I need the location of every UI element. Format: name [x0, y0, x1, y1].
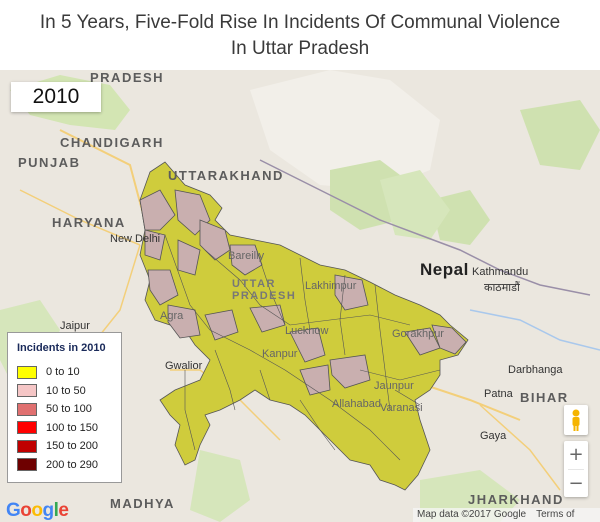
zoom-divider	[568, 469, 584, 470]
logo-letter: e	[58, 500, 69, 521]
terms-of-use-link[interactable]: Terms of Use	[536, 509, 575, 520]
highway	[19, 189, 141, 246]
legend-title: Incidents in 2010	[17, 342, 106, 354]
chart-title: In 5 Years, Five-Fold Rise In Incidents …	[0, 10, 600, 62]
title-line-1: In 5 Years, Five-Fold Rise In Incidents …	[39, 12, 561, 33]
district-pink	[289, 327, 326, 363]
map-label-haryana: HARYANA	[52, 215, 126, 230]
logo-letter: o	[20, 500, 32, 521]
map-label-kanpur: Kanpur	[262, 348, 298, 360]
logo-letter: o	[31, 500, 43, 521]
map-label-jharkhand: JHARKHAND	[468, 492, 564, 507]
map-label-punjab: PUNJAB	[18, 155, 81, 170]
logo-letter: l	[53, 500, 59, 521]
legend-item: 100 to 150	[8, 419, 121, 438]
district-pink	[204, 309, 239, 341]
legend-label: 10 to 50	[46, 384, 86, 397]
mountain-area	[250, 70, 440, 190]
map-label-uttar: UTTAR	[232, 278, 276, 290]
map-label-bihar: BIHAR	[520, 390, 569, 405]
google-logo[interactable]: Google	[6, 500, 69, 522]
map-label-uttarakhand: UTTARAKHAND	[168, 168, 284, 183]
map-label-varanasi: Varanasi	[380, 402, 423, 414]
map-label-chandigarh: CHANDIGARH	[60, 135, 164, 150]
legend-item: 200 to 290	[8, 456, 121, 475]
logo-letter: g	[42, 500, 55, 521]
legend-item: 10 to 50	[8, 382, 121, 401]
map-label-jaunpur: Jaunpur	[374, 380, 414, 392]
title-line-2: In Uttar Pradesh	[230, 38, 370, 59]
map-label-patna: Patna	[484, 388, 513, 400]
district-borders	[164, 234, 441, 461]
district-pink	[299, 364, 331, 396]
legend-swatch	[17, 365, 37, 379]
map-label-lakhimpur: Lakhimpur	[305, 280, 357, 292]
district-pink	[147, 269, 179, 306]
map-label-pradesh-up: PRADESH	[232, 290, 297, 302]
legend-swatch	[17, 402, 37, 416]
map-label-darbhanga: Darbhanga	[508, 364, 563, 376]
forest-area	[190, 450, 250, 522]
legend-label: 200 to 290	[46, 458, 98, 471]
map-label-madhya: MADHYA	[110, 496, 175, 511]
street-view-pegman-button[interactable]	[564, 405, 588, 435]
zoom-in-button[interactable]: +	[568, 444, 584, 465]
district-pink	[167, 304, 201, 339]
legend-rows: 0 to 10 10 to 50 50 to 100 100 to 150 15…	[8, 363, 121, 474]
map-label-lucknow: Lucknow	[285, 325, 329, 337]
map-attribution: Map data ©2017 Google Terms of Use	[413, 508, 600, 522]
legend-label: 100 to 150	[46, 421, 98, 434]
legend-swatch	[17, 421, 37, 435]
district-pink	[177, 239, 201, 276]
map-canvas[interactable]: PRADESH CHANDIGARH PUNJAB UTTARAKHAND HA…	[0, 70, 600, 522]
district-pink	[334, 274, 369, 311]
river	[469, 309, 600, 351]
map-label-gaya: Gaya	[480, 430, 507, 442]
legend-item: 150 to 200	[8, 437, 121, 456]
legend-label: 0 to 10	[46, 366, 80, 379]
map-label-kathmandu-local: काठमाडौं	[484, 282, 520, 294]
highway	[479, 404, 561, 491]
legend-swatch	[17, 384, 37, 398]
district-pink	[199, 219, 231, 261]
map-label-pradesh: PRADESH	[90, 70, 165, 85]
legend-swatch	[17, 458, 37, 472]
map-label-allahabad: Allahabad	[332, 398, 381, 410]
year-label: 2010	[11, 82, 101, 112]
map-label-nepal: Nepal	[420, 260, 469, 279]
legend-label: 150 to 200	[46, 440, 98, 453]
zoom-control: + −	[564, 441, 588, 497]
nepal-border	[259, 159, 591, 296]
map-data-credit: Map data ©2017 Google	[417, 509, 527, 520]
map-label-gwalior: Gwalior	[165, 360, 203, 372]
forest-area	[380, 170, 450, 240]
map-label-kathmandu: Kathmandu	[472, 266, 529, 278]
legend-item: 50 to 100	[8, 400, 121, 419]
zoom-out-button[interactable]: −	[568, 473, 584, 494]
legend-label: 50 to 100	[46, 403, 92, 416]
district-pink	[431, 324, 467, 355]
forest-area	[520, 100, 600, 170]
legend-item: 0 to 10	[8, 363, 121, 382]
district-pink	[139, 189, 176, 231]
pegman-icon	[572, 409, 580, 431]
legend: Incidents in 2010 0 to 10 10 to 50 50 to…	[7, 332, 122, 483]
map-label-bareilly: Bareilly	[228, 250, 265, 262]
district-pink	[144, 229, 166, 261]
map-label-agra: Agra	[160, 310, 184, 322]
district-pink	[229, 244, 263, 276]
district-pink	[329, 354, 371, 389]
legend-swatch	[17, 439, 37, 453]
map-label-jaipur: Jaipur	[60, 320, 90, 332]
map-label-gorakhpur: Gorakhpur	[392, 328, 444, 340]
logo-letter: G	[6, 500, 21, 521]
map-label-new-delhi: New Delhi	[110, 233, 161, 245]
